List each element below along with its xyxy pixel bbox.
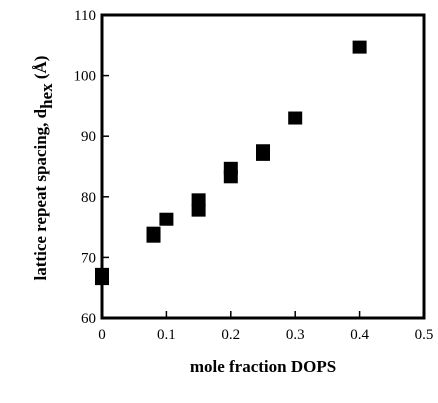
data-point (191, 203, 206, 217)
data-point (159, 212, 174, 226)
x-tick-label: 0.2 (221, 327, 240, 343)
axis-tick-labels: 0 0.1 0.2 0.3 0.4 0.5 60 70 80 90 100 110 (74, 8, 434, 343)
x-tick-label: 0.3 (286, 327, 305, 343)
data-point (95, 267, 109, 281)
y-axis-label-prefix: lattice repeat spacing, d (31, 108, 50, 280)
x-tick-label: 0 (98, 327, 106, 343)
y-tick-label: 60 (81, 311, 96, 327)
axis-ticks (101, 14, 425, 319)
y-axis-label-subscript: hex (37, 83, 56, 109)
y-tick-label: 100 (74, 69, 97, 85)
data-point (223, 161, 238, 175)
data-point (191, 193, 206, 207)
x-tick-label: 0.5 (415, 327, 434, 343)
y-tick-label: 70 (81, 250, 96, 266)
data-point (352, 40, 367, 54)
y-tick-label: 110 (74, 8, 96, 24)
data-points (95, 40, 367, 286)
data-point (146, 226, 161, 240)
y-tick-label: 90 (81, 129, 96, 145)
x-tick-label: 0.1 (157, 327, 176, 343)
plot-frame (100, 13, 426, 320)
y-axis-label: lattice repeat spacing, dhex (Å) (31, 56, 56, 281)
y-tick-label: 80 (81, 190, 96, 206)
y-axis-label-suffix: (Å) (31, 56, 50, 84)
data-point (288, 111, 303, 125)
x-tick-label: 0.4 (350, 327, 369, 343)
x-axis-label: mole fraction DOPS (190, 357, 336, 376)
data-point (256, 144, 270, 158)
